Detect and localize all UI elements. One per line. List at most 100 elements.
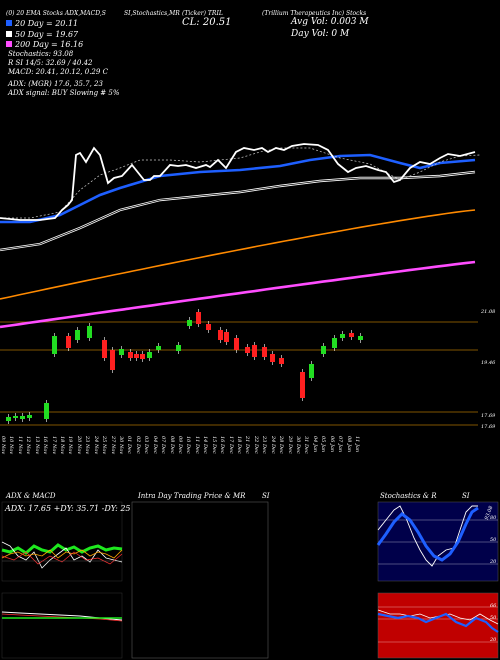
candle [110,350,115,370]
x-date-label: 19 Nov [67,436,74,455]
price-label-3: 17.69 [481,413,496,419]
candle [252,345,257,357]
x-date-label: 29 Dec [286,436,293,454]
x-date-label: 03 Dec [143,436,150,454]
x-date-label: 30 Dec [295,436,301,454]
x-date-label: 24 Dec [269,436,276,454]
candle [119,349,124,355]
x-date-label: 02 Dec [134,436,141,454]
ema20-value: 20 Day = 20.11 [15,19,79,28]
intraday-panel-title: Intra Day Trading Price & MR [138,492,246,500]
candle [206,324,211,330]
macd-signal-line [1,613,123,622]
avg-volume: Avg Vol: 0.003 M [291,17,369,27]
adx-panel [1,501,499,659]
ema200-line [0,260,476,329]
candle [87,326,92,338]
x-date-label: 22 Dec [252,436,259,454]
x-date-label: 17 Nov [50,436,57,455]
x-date-label: 18 Dec [236,436,242,454]
x-date-label: 11 Jan [354,436,360,453]
candle [196,312,201,324]
candle [147,352,152,358]
rsi-level-20: 20 [490,637,497,643]
close-price-line [0,143,476,221]
candle [321,346,326,354]
x-date-label: 15 Dec [210,436,217,454]
x-date-label: 14 Dec [202,436,209,454]
x-date-label: 07 Dec [160,436,167,454]
candle [332,338,337,348]
stoch-panel-si: SI [462,492,470,500]
stoch-panel-title: Stochastics & R [380,492,437,500]
rsi-level-66: 66 [490,603,497,609]
candle [245,347,250,353]
x-date-label: 08 Dec [168,436,175,454]
ema100-line [0,209,476,300]
x-date-label: 31 Dec [303,436,310,454]
candle [218,330,223,340]
candle [52,336,57,354]
x-date-label: 12 Nov [25,436,32,455]
rsi-blue-line [377,612,499,633]
ema20-line [0,153,476,224]
macd-value: MACD: 20.41, 20.12, 0.29 C [8,68,108,76]
ema50-line-inner [0,171,476,251]
candle [140,354,145,359]
ema200-value: 200 Day = 16.16 [15,40,84,49]
x-date-label: 09 Nov [0,436,6,455]
stochastics-value: Stochastics: 93.08 [8,50,74,58]
close-price: CL: 20.51 [182,17,232,28]
adx-panel-values: ADX: 17.65 +DY: 35.71 -DY: 25 [5,504,131,513]
candle [128,352,133,358]
x-date-label: 07 Jan [337,436,344,453]
candle [156,346,161,350]
candle [20,416,25,419]
x-date-label: 06 Jan [328,436,335,453]
candle [309,364,314,378]
candle [262,347,267,357]
x-date-label: 11 Dec [193,436,200,454]
header-ticker: (Ticker) TRIL [182,10,223,17]
candle [358,336,363,340]
x-date-label: 20 Nov [75,436,82,455]
adx-red-line [1,551,123,565]
header-line1-left: (0) 20 EMA Stocks ADX,MACD,S [6,10,106,17]
x-date-label: 13 Nov [33,436,40,455]
x-date-label: 28 Dec [278,436,285,454]
x-date-label: 18 Nov [59,436,65,455]
x-date-label: 10 Nov [8,436,15,455]
x-date-label: 01 Dec [126,436,133,454]
x-date-label: 30 Nov [118,436,124,455]
x-date-label: 08 Jan [345,436,352,453]
intraday-panel-si: SI [262,492,270,500]
price-label-2: 19.46 [481,360,496,366]
candle [13,416,18,418]
rsi-value: R SI 14/5: 32.69 / 40.42 [8,59,93,67]
ema-dotted-line [0,147,481,219]
ema20-legend [6,20,12,26]
candle [102,340,107,358]
adx-white-line [1,541,123,569]
ema50-line [0,170,476,252]
x-date-label: 10 Dec [185,436,192,454]
adx-orange-line [1,549,123,559]
candle [340,334,345,338]
x-date-label: 11 Nov [16,436,23,455]
header-company: (Trillium Therapeutics Inc) Stocks [262,10,367,17]
stoch-blue-line [376,506,479,562]
rsi-level-50: 50 [490,615,497,621]
stoch-level-20: 20 [490,559,497,565]
ema50-legend [6,31,12,37]
candle [44,403,49,419]
day-volume: Day Vol: 0 M [291,29,350,39]
candle [270,354,275,362]
x-date-label: 23 Nov [84,436,91,455]
candle [300,372,305,398]
ema200-legend [6,41,12,47]
x-date-label: 16 Dec [219,436,226,454]
adx-green-line [1,543,123,555]
x-date-label: 04 Jan [311,436,318,453]
stoch-level-80: 80 [490,515,497,521]
stoch-level-50: 50 [490,537,497,543]
